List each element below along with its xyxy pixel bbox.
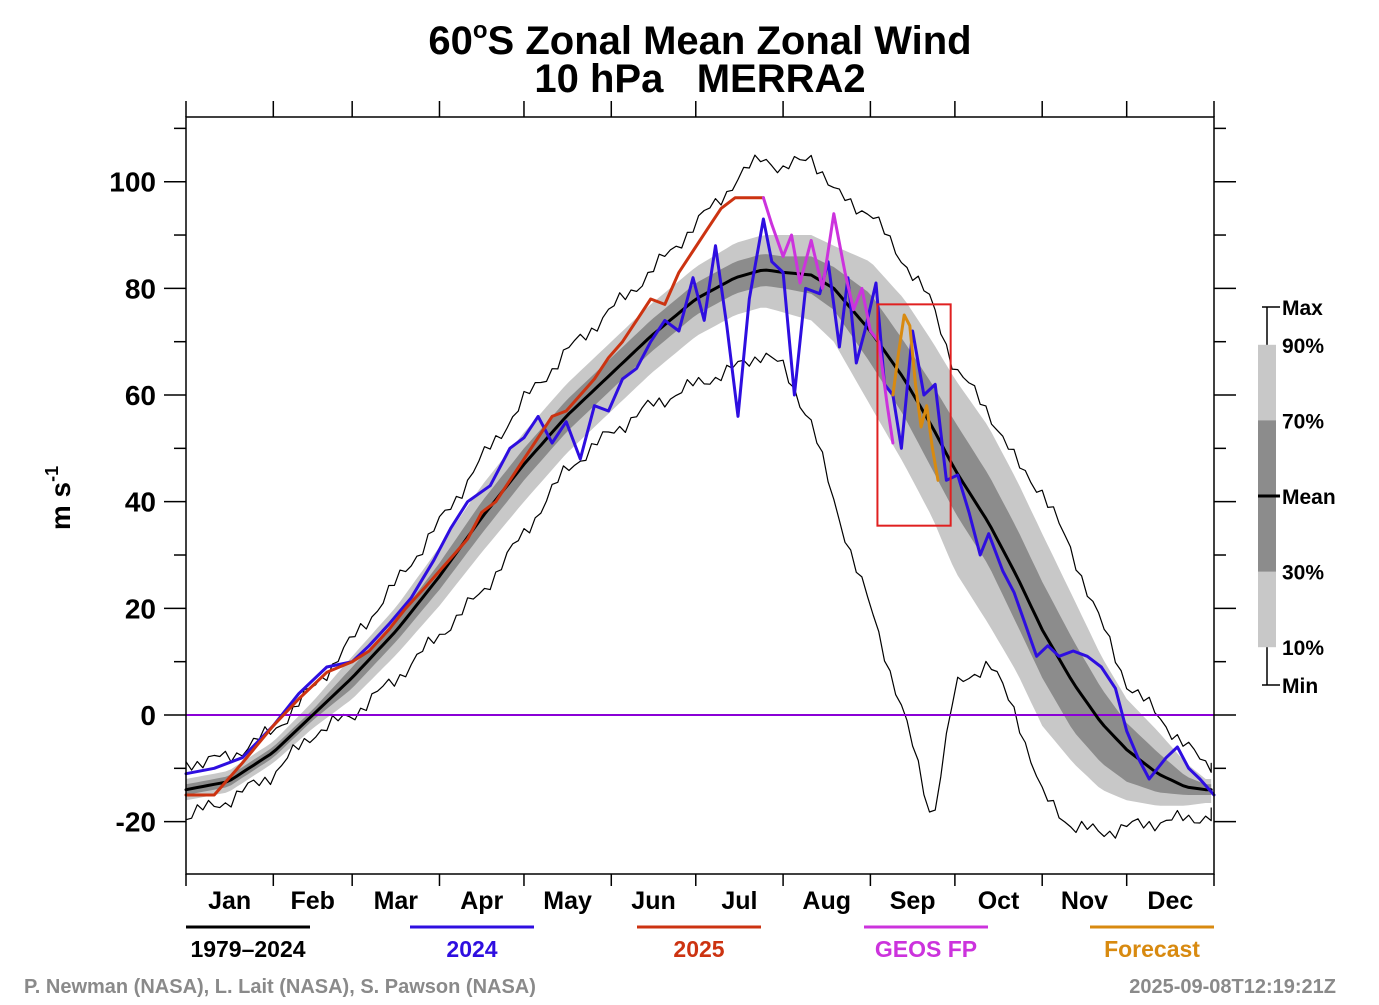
y-tick-label: 20	[125, 593, 156, 624]
legend-series-label: 2025	[673, 936, 724, 962]
generation-timestamp: 2025-09-08T12:19:21Z	[1129, 976, 1336, 998]
chart-subtitle: 10 hPa MERRA2	[534, 57, 865, 101]
y-tick-label: 80	[125, 273, 156, 304]
y-axis-label: m s-1	[42, 466, 76, 530]
month-label: Mar	[374, 887, 419, 915]
month-label: Jan	[208, 887, 251, 915]
author-credits: P. Newman (NASA), L. Lait (NASA), S. Paw…	[24, 976, 536, 998]
legend-label: 10%	[1282, 637, 1324, 660]
legend-series-label: Forecast	[1104, 936, 1200, 962]
y-tick-label: -20	[116, 807, 156, 838]
month-label: Feb	[291, 887, 335, 915]
month-label: Jun	[631, 887, 675, 915]
legend-series-label: GEOS FP	[875, 936, 977, 962]
series-line-geos-fp	[761, 196, 895, 445]
legend-series-label: 1979–2024	[190, 936, 305, 962]
legend-label: Mean	[1282, 486, 1336, 509]
month-label: Dec	[1147, 887, 1193, 915]
month-label: Apr	[460, 887, 503, 915]
month-label: Aug	[802, 887, 851, 915]
month-label: Oct	[978, 887, 1020, 915]
legend-series-label: 2024	[446, 936, 497, 962]
forecast-highlight-box	[876, 303, 952, 527]
percentile-band-10-90	[186, 235, 1212, 806]
series-line-2025	[184, 196, 765, 797]
legend-label: 90%	[1282, 335, 1324, 358]
max-line	[185, 154, 1212, 773]
y-tick-label: 0	[140, 700, 156, 731]
legend-label: 30%	[1282, 562, 1324, 585]
y-tick-label: 40	[125, 487, 156, 518]
y-tick-label: 100	[109, 167, 156, 198]
month-label: Jul	[721, 887, 757, 915]
series-legend: 1979–2024 2024 2025 GEOS FP Forecast	[186, 925, 1214, 962]
plot-area	[184, 154, 1216, 839]
month-label: Nov	[1061, 887, 1108, 915]
legend-label: Max	[1282, 297, 1323, 320]
chart-title: 60oS Zonal Mean Zonal Wind	[428, 17, 971, 63]
month-label: Sep	[890, 887, 936, 915]
series-line-forecast	[891, 313, 940, 482]
percentile-legend: Max 90% 70% Mean 30% 10% Min	[1258, 297, 1336, 698]
y-tick-label: 60	[125, 380, 156, 411]
legend-label: 70%	[1282, 410, 1324, 433]
series-line-2024	[184, 217, 1216, 797]
plot-frame	[185, 116, 1215, 875]
axes: 100 80 60 40 20 0 -20 Jan Feb Mar Apr May Jun Jul Aug S…	[109, 101, 1236, 915]
percentile-band-30-70	[186, 254, 1212, 796]
month-label: May	[543, 887, 592, 915]
legend-label: Min	[1282, 675, 1318, 698]
